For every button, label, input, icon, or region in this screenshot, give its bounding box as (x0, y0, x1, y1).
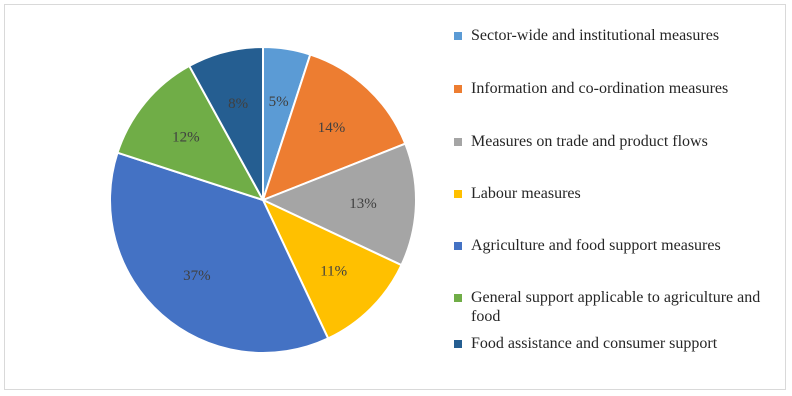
pie-slice-1 (261, 53, 407, 202)
legend-swatch-4 (454, 242, 462, 250)
data-label-3: 11% (320, 264, 347, 280)
pie-slice-2 (260, 142, 418, 267)
data-label-1: 14% (318, 120, 346, 136)
legend-swatch-2 (454, 138, 462, 146)
legend-swatch-0 (454, 32, 462, 40)
legend-label-3: Labour measures (471, 185, 581, 202)
data-label-5: 12% (172, 129, 200, 145)
legend-item-3: Labour measures (454, 184, 784, 203)
data-label-2: 13% (349, 196, 377, 212)
legend-swatch-6 (454, 340, 462, 348)
legend-label-2: Measures on trade and product flows (471, 133, 708, 150)
pie-slice-4 (109, 151, 330, 354)
legend-label-4: Agriculture and food support measures (471, 237, 721, 254)
legend-item-2: Measures on trade and product flows (454, 132, 784, 151)
legend-swatch-5 (454, 294, 462, 302)
legend-label-0: Sector-wide and institutional measures (471, 27, 720, 44)
legend-item-6: Food assistance and consumer support (454, 334, 784, 353)
legend-item-5: General support applicable to agricultur… (454, 288, 784, 326)
legend-swatch-3 (454, 190, 462, 198)
legend-label-6: Food assistance and consumer support (471, 335, 718, 352)
pie-slice-6 (187, 45, 264, 201)
legend-label-5: General support applicable to agricultur… (471, 289, 761, 325)
pie-slice-3 (260, 197, 403, 340)
legend-label-1: Information and co-ordination measures (471, 80, 729, 97)
pie-slice-5 (116, 64, 266, 202)
data-label-0: 5% (269, 94, 289, 110)
legend-swatch-1 (454, 85, 462, 93)
data-label-4: 37% (183, 268, 211, 284)
legend-item-1: Information and co-ordination measures (454, 79, 784, 98)
legend-item-0: Sector-wide and institutional measures (454, 26, 784, 45)
data-label-6: 8% (228, 96, 248, 112)
legend-item-4: Agriculture and food support measures (454, 236, 784, 255)
